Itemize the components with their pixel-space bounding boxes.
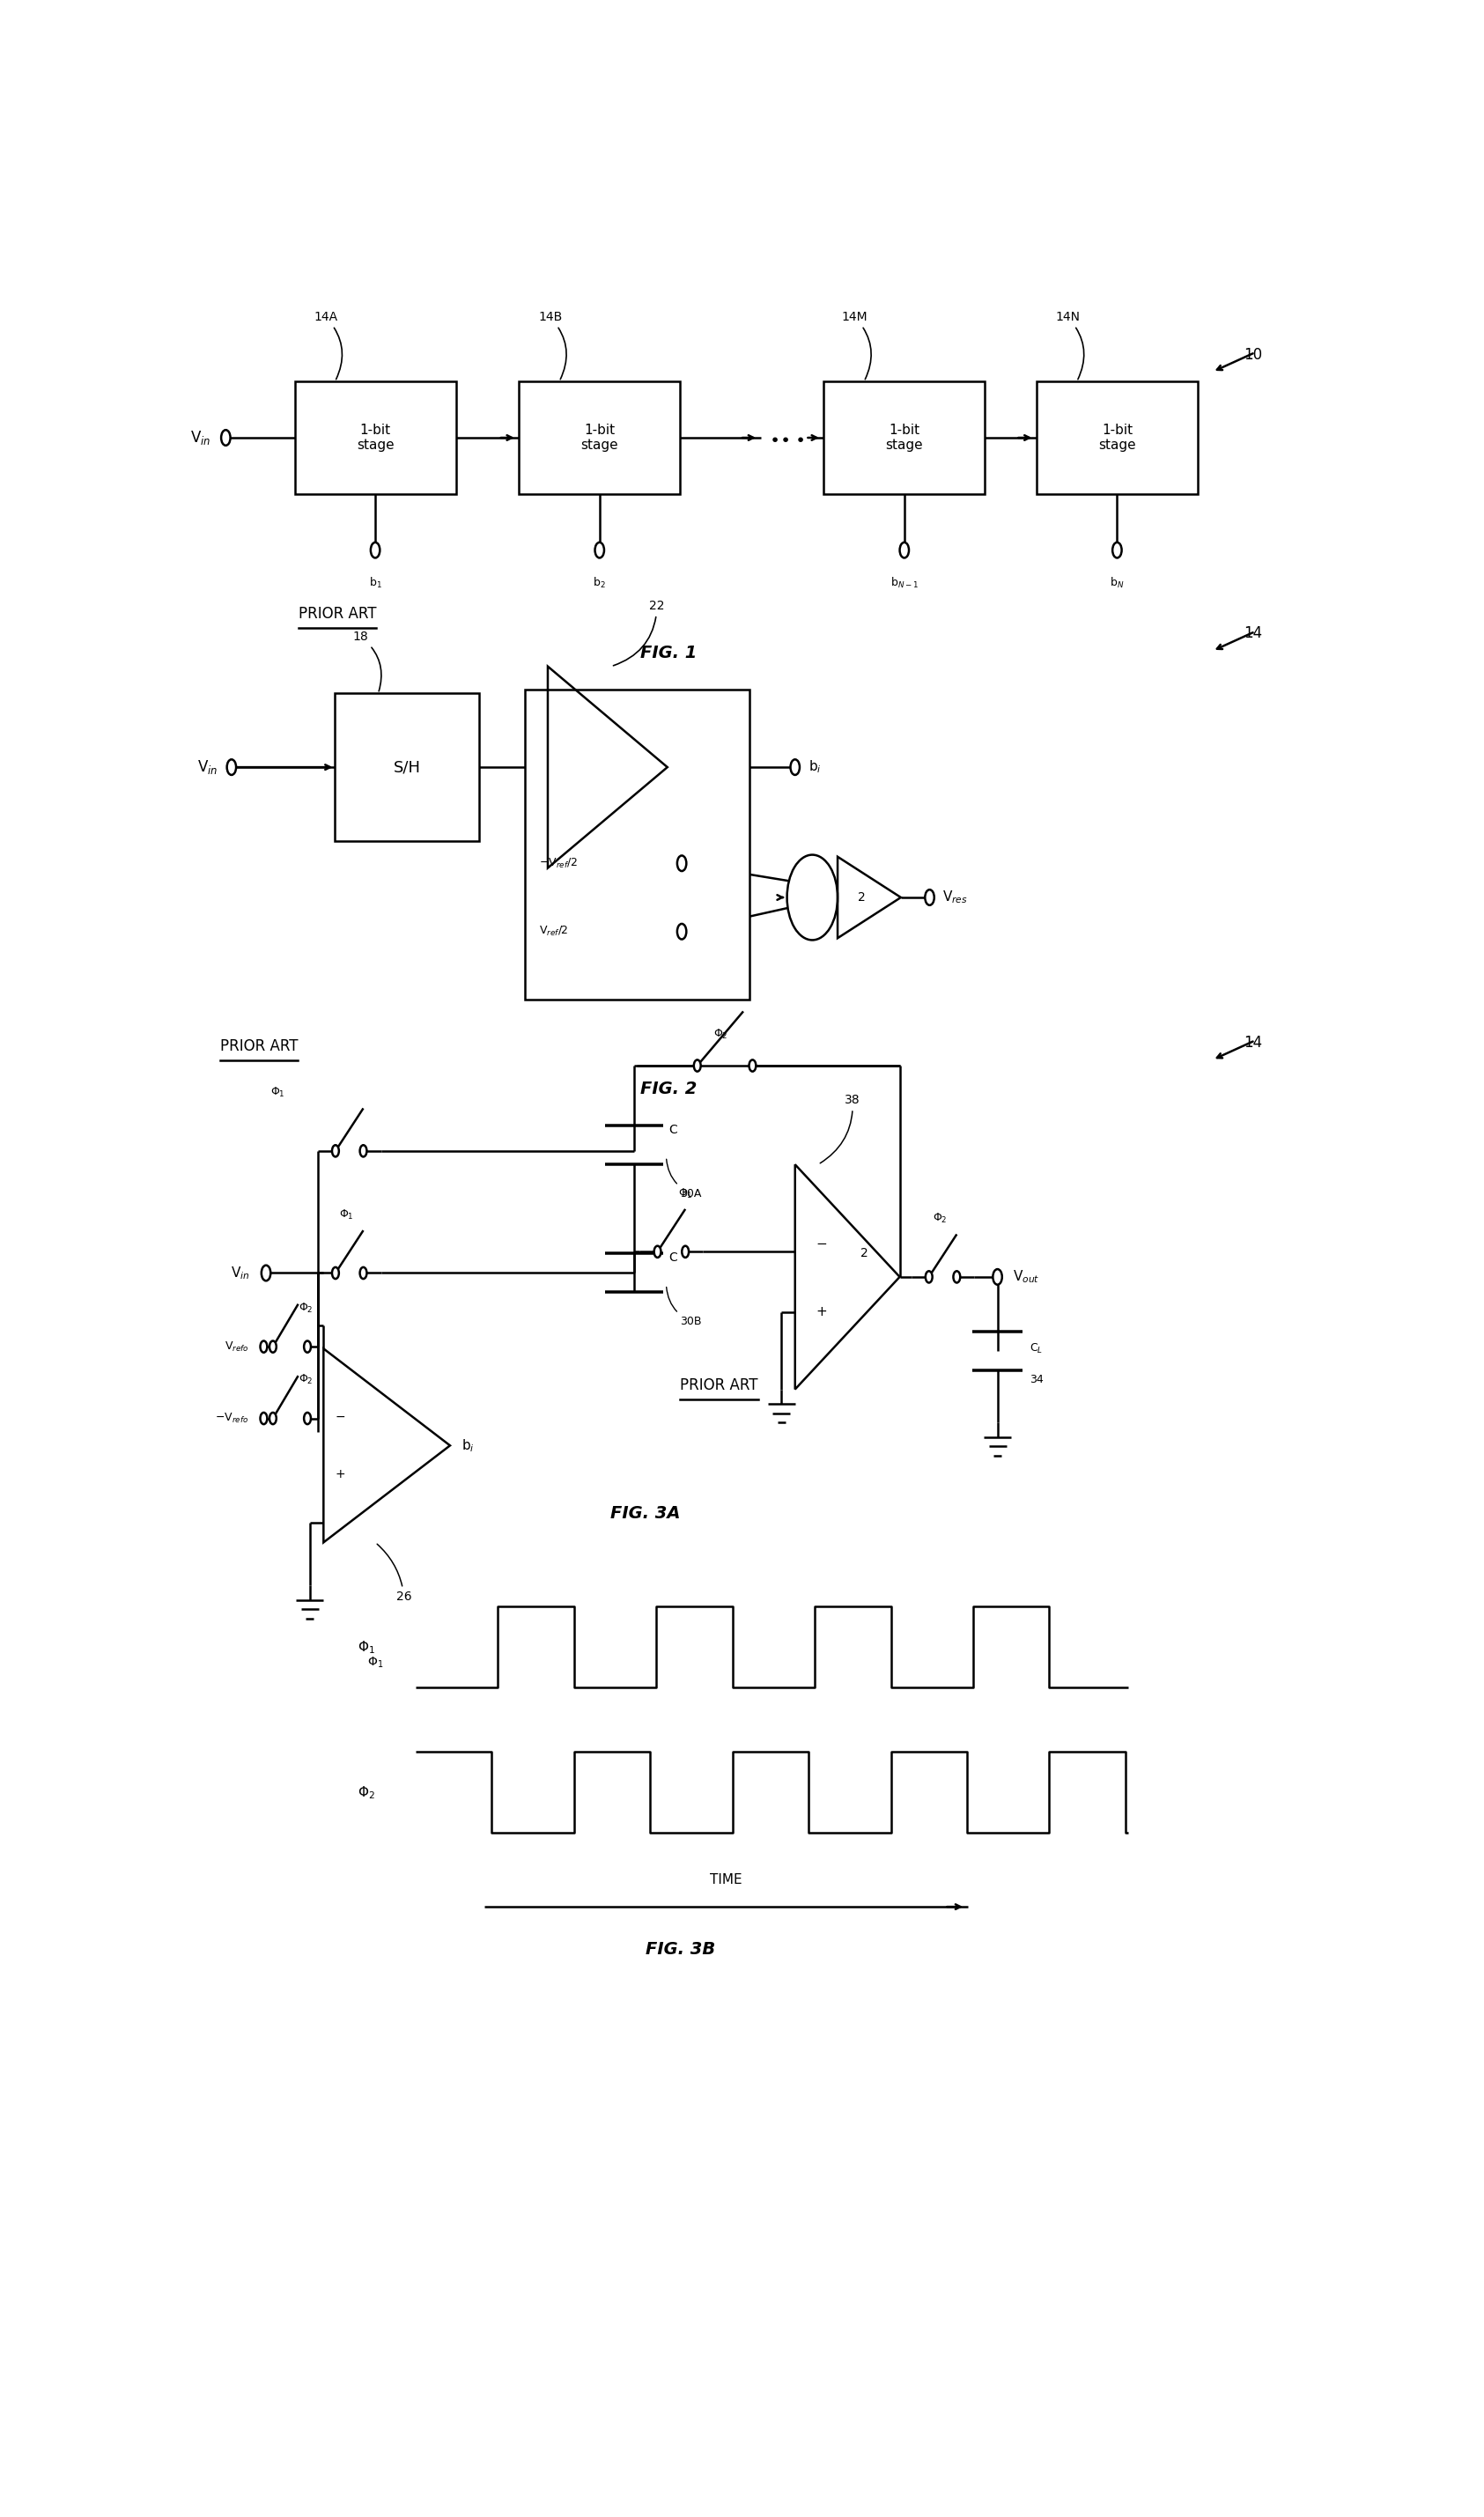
Text: b$_{N-1}$: b$_{N-1}$ — [890, 576, 919, 589]
Text: $\Phi_1$: $\Phi_1$ — [270, 1087, 285, 1100]
Text: 10: 10 — [1244, 347, 1263, 362]
Circle shape — [953, 1271, 960, 1284]
Text: FIG. 3A: FIG. 3A — [610, 1505, 681, 1523]
Text: TIME: TIME — [709, 1873, 742, 1885]
Circle shape — [332, 1145, 338, 1158]
Text: 2: 2 — [861, 1248, 868, 1261]
Text: $\Phi_2$: $\Phi_2$ — [298, 1301, 313, 1314]
Text: $\Phi_1$: $\Phi_1$ — [367, 1656, 383, 1669]
Text: V$_{in}$: V$_{in}$ — [197, 758, 218, 775]
Text: FIG. 2: FIG. 2 — [640, 1080, 697, 1097]
Circle shape — [221, 430, 230, 446]
Bar — [1036, 383, 1198, 493]
Bar — [519, 383, 680, 493]
Text: $+$: $+$ — [816, 1306, 827, 1319]
Text: PRIOR ART: PRIOR ART — [298, 607, 375, 622]
Text: C$_L$: C$_L$ — [1030, 1342, 1043, 1354]
Circle shape — [681, 1246, 689, 1258]
Text: 1-bit
stage: 1-bit stage — [886, 423, 923, 453]
Circle shape — [695, 1060, 700, 1072]
Circle shape — [595, 541, 604, 559]
Text: PRIOR ART: PRIOR ART — [220, 1040, 298, 1055]
Circle shape — [260, 1342, 267, 1352]
Text: b$_N$: b$_N$ — [1110, 576, 1125, 589]
Circle shape — [677, 924, 687, 939]
Text: $+$: $+$ — [335, 1467, 346, 1480]
Circle shape — [261, 1266, 270, 1281]
Circle shape — [332, 1266, 338, 1279]
Text: V$_{res}$: V$_{res}$ — [942, 889, 968, 906]
Text: 14M: 14M — [841, 312, 871, 380]
Text: $-$: $-$ — [816, 1236, 828, 1248]
Circle shape — [359, 1145, 367, 1158]
Circle shape — [304, 1342, 310, 1352]
Text: 30A: 30A — [666, 1160, 702, 1198]
Text: 30B: 30B — [666, 1286, 702, 1326]
Text: 18: 18 — [353, 632, 381, 692]
Text: $\Phi_2$: $\Phi_2$ — [932, 1213, 947, 1226]
Bar — [295, 383, 456, 493]
Circle shape — [925, 889, 935, 906]
Text: 14: 14 — [1244, 1034, 1263, 1050]
Text: 14A: 14A — [315, 312, 343, 380]
Text: $\Phi_1$: $\Phi_1$ — [358, 1639, 375, 1656]
Text: 34: 34 — [1030, 1374, 1043, 1384]
Text: V$_{ref}$/2: V$_{ref}$/2 — [539, 924, 568, 939]
Circle shape — [304, 1412, 310, 1425]
Circle shape — [749, 1060, 755, 1072]
Bar — [335, 695, 479, 841]
Text: V$_{out}$: V$_{out}$ — [1012, 1269, 1039, 1286]
Circle shape — [1113, 541, 1122, 559]
Circle shape — [654, 1246, 660, 1258]
Circle shape — [359, 1266, 367, 1279]
Text: b$_1$: b$_1$ — [368, 576, 381, 589]
Text: 26: 26 — [377, 1543, 411, 1603]
Text: PRIOR ART: PRIOR ART — [680, 1377, 758, 1394]
Text: b$_i$: b$_i$ — [809, 760, 822, 775]
Text: $\Phi_2$: $\Phi_2$ — [298, 1372, 313, 1387]
Text: FIG. 1: FIG. 1 — [640, 644, 697, 662]
Text: $-$V$_{ref}$/2: $-$V$_{ref}$/2 — [539, 856, 577, 871]
Text: C: C — [668, 1123, 677, 1135]
Text: 14: 14 — [1244, 627, 1263, 642]
Text: 22: 22 — [613, 599, 665, 664]
Circle shape — [787, 856, 837, 939]
Text: $\Phi_1$: $\Phi_1$ — [678, 1188, 693, 1201]
Text: V$_{in}$: V$_{in}$ — [190, 428, 211, 446]
Text: 2: 2 — [858, 891, 865, 904]
Text: $-$V$_{refo}$: $-$V$_{refo}$ — [215, 1412, 249, 1425]
Text: b$_2$: b$_2$ — [594, 576, 605, 589]
Text: 14N: 14N — [1055, 312, 1083, 380]
Text: V$_{refo}$: V$_{refo}$ — [224, 1339, 249, 1354]
Text: 14B: 14B — [539, 312, 567, 380]
Text: $\bullet\!\bullet\!\bullet$: $\bullet\!\bullet\!\bullet$ — [769, 430, 804, 446]
Text: 1-bit
stage: 1-bit stage — [356, 423, 395, 453]
Circle shape — [270, 1342, 276, 1352]
Text: S/H: S/H — [393, 760, 420, 775]
Text: $\Phi_1$: $\Phi_1$ — [340, 1208, 353, 1221]
Text: 1-bit
stage: 1-bit stage — [580, 423, 619, 453]
Circle shape — [260, 1412, 267, 1425]
Text: C: C — [668, 1251, 677, 1264]
Circle shape — [270, 1412, 276, 1425]
Bar — [525, 690, 749, 999]
Text: $\Phi_2$: $\Phi_2$ — [712, 1027, 727, 1042]
Text: FIG. 3B: FIG. 3B — [646, 1941, 715, 1958]
Circle shape — [791, 760, 800, 775]
Bar — [824, 383, 985, 493]
Circle shape — [899, 541, 908, 559]
Text: V$_{in}$: V$_{in}$ — [232, 1264, 249, 1281]
Text: 1-bit
stage: 1-bit stage — [1098, 423, 1135, 453]
Text: 38: 38 — [821, 1095, 861, 1163]
Circle shape — [227, 760, 236, 775]
Text: $-$: $-$ — [335, 1410, 346, 1422]
Text: $\Phi_2$: $\Phi_2$ — [358, 1785, 375, 1800]
Text: b$_i$: b$_i$ — [462, 1437, 475, 1455]
Circle shape — [677, 856, 687, 871]
Circle shape — [371, 541, 380, 559]
Circle shape — [926, 1271, 932, 1284]
Circle shape — [993, 1269, 1002, 1284]
